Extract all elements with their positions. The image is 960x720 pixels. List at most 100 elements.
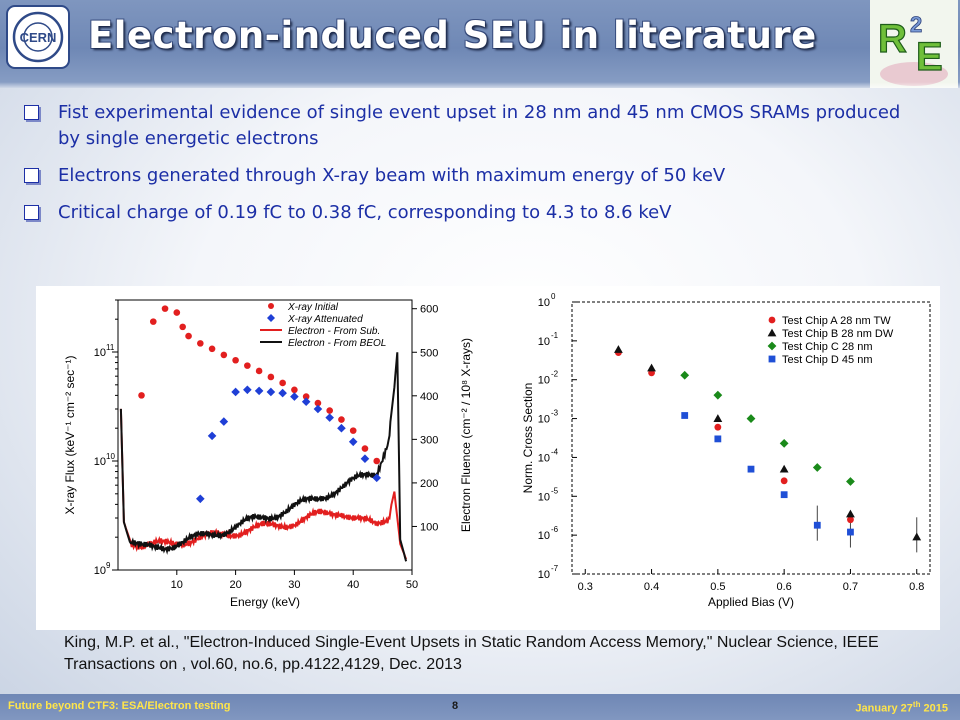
data-point (161, 305, 169, 312)
data-point (780, 491, 788, 499)
data-point (314, 399, 322, 407)
checkbox-bullet-icon (24, 168, 39, 183)
y2-tick-label: 200 (420, 478, 438, 490)
data-point (372, 473, 382, 483)
y-tick-exponent: -5 (551, 486, 559, 495)
data-point (279, 379, 286, 387)
data-point (149, 318, 157, 325)
data-point (338, 416, 345, 423)
y2-tick-label: 400 (420, 391, 438, 403)
bullet-item: Electrons generated through X-ray beam w… (22, 163, 922, 189)
data-point (847, 528, 854, 536)
y-axis-label: X-ray Flux (keV⁻¹ cm⁻² sec⁻¹) (63, 355, 77, 514)
data-point (220, 351, 228, 359)
data-point (779, 464, 789, 473)
data-point (847, 516, 854, 524)
footer-bar: Future beyond CTF3: ESA/Electron testing… (0, 694, 960, 720)
data-point (219, 417, 229, 426)
data-point (768, 316, 776, 324)
data-point (337, 423, 346, 433)
y-tick-exponent: 0 (551, 292, 556, 301)
y-tick-exponent: -1 (551, 331, 559, 340)
data-point (231, 387, 240, 397)
y-tick-label: 10 (538, 375, 550, 387)
checkbox-bullet-icon (24, 205, 39, 220)
data-point (713, 390, 723, 400)
cern-logo-text: CERN (20, 30, 57, 45)
data-point (291, 386, 298, 394)
series-line (119, 408, 408, 560)
data-point (179, 323, 186, 331)
y-tick-exponent: -2 (551, 370, 559, 379)
footer-date: January 27th 2015 (855, 700, 948, 715)
y-tick-exponent: 11 (106, 343, 115, 352)
legend-label: Electron - From BEOL (288, 338, 386, 349)
data-point (138, 392, 145, 399)
svg-text:E: E (916, 35, 943, 79)
legend-label: X-ray Initial (287, 302, 339, 313)
data-point (243, 385, 252, 395)
data-point (313, 404, 323, 414)
y2-tick-label: 500 (420, 347, 438, 359)
y-tick-label: 10 (538, 336, 550, 348)
x-tick-label: 20 (229, 579, 241, 591)
y-tick-exponent: -4 (551, 447, 559, 456)
data-point (267, 373, 275, 381)
x-tick-label: 10 (171, 579, 183, 591)
data-point (746, 414, 756, 423)
y-tick-label: 10 (538, 297, 550, 309)
data-point (349, 427, 357, 434)
data-point (244, 362, 251, 369)
data-point (348, 437, 358, 447)
y2-tick-label: 600 (420, 304, 438, 316)
data-point (767, 341, 777, 351)
y-tick-label: 10 (94, 347, 106, 359)
y-tick-label: 10 (538, 414, 550, 426)
plot-frame (571, 301, 931, 575)
data-point (266, 387, 276, 397)
checkbox-bullet-icon (24, 105, 39, 120)
x-tick-label: 0.6 (776, 581, 791, 593)
x-axis-label: Energy (keV) (230, 595, 300, 609)
y-tick-label: 10 (538, 452, 550, 464)
bullet-item: Critical charge of 0.19 fC to 0.38 fC, c… (22, 200, 922, 226)
cern-logo: CERN (6, 5, 70, 69)
legend-label: X-ray Attenuated (287, 314, 363, 325)
data-point (290, 392, 299, 401)
data-point (208, 345, 216, 353)
y-tick-label: 10 (94, 565, 106, 577)
y-tick-exponent: 9 (106, 561, 111, 570)
data-point (812, 463, 822, 472)
header-bar: CERN Electron-induced SEU in literature … (0, 0, 960, 88)
y-tick-label: 10 (538, 569, 550, 581)
data-point (360, 454, 370, 463)
data-point (254, 386, 264, 396)
data-point (197, 340, 204, 347)
data-point (813, 521, 821, 529)
page-number: 8 (452, 700, 459, 712)
data-point (173, 309, 181, 316)
bullet-list: Fist experimental evidence of single eve… (22, 100, 922, 237)
data-point (767, 328, 777, 337)
legend-label: Test Chip C 28 nm (782, 341, 872, 353)
legend-label: Test Chip A 28 nm TW (782, 315, 891, 327)
data-point (185, 332, 192, 340)
data-point (196, 494, 205, 504)
data-point (681, 412, 689, 419)
y2-tick-label: 100 (420, 521, 438, 533)
svg-text:2: 2 (910, 12, 922, 37)
data-point (912, 532, 922, 541)
data-point (268, 303, 274, 309)
y-tick-exponent: 10 (106, 452, 115, 461)
data-point (768, 355, 776, 363)
figure-panel: 10 20 30 40 50 Energy (keV) 10 9 10 10 10 11 X-ray F… (36, 286, 940, 630)
legend-label: Test Chip B 28 nm DW (782, 328, 894, 340)
y-tick-exponent: -6 (551, 525, 559, 534)
x-axis-label: Applied Bias (V) (708, 595, 794, 609)
data-point (780, 477, 788, 485)
y-tick-label: 10 (538, 530, 550, 542)
r2e-logo: R 2 E (870, 0, 958, 88)
data-point (278, 388, 287, 398)
data-point (846, 509, 855, 518)
